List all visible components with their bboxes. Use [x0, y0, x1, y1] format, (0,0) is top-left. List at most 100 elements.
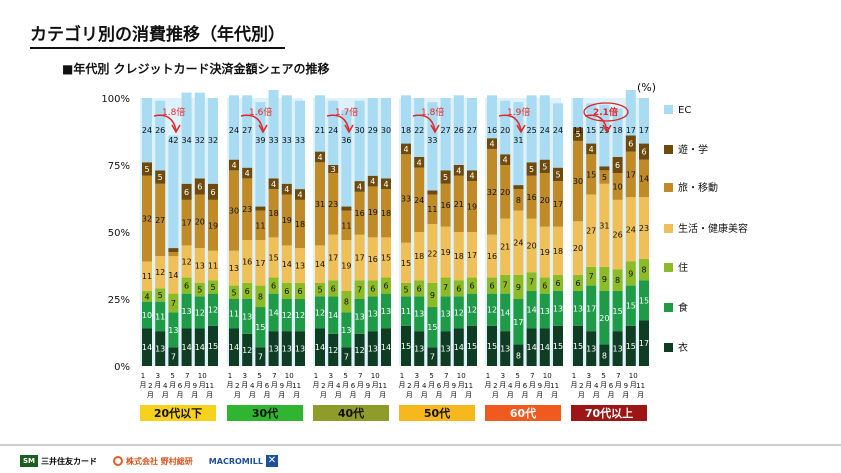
bar-segment: [539, 173, 550, 227]
data-label: 4: [456, 166, 461, 175]
data-label: 13: [553, 304, 563, 313]
bar-segment: [539, 95, 550, 160]
data-label: 6: [297, 287, 302, 296]
bar-segment: [242, 167, 253, 179]
data-label: 11: [142, 272, 152, 281]
bar-segment: [194, 194, 205, 249]
bar-segment: [586, 331, 597, 366]
bar-segment: [367, 280, 378, 297]
bar-segment: [255, 210, 266, 241]
data-label: 6: [542, 282, 547, 291]
data-label: 6: [489, 282, 494, 291]
data-label: 32: [195, 136, 205, 145]
legend-swatch: [664, 343, 673, 352]
data-label: 13: [500, 345, 510, 354]
age-group-label: 40代: [338, 406, 364, 420]
month-label: 11 月: [378, 382, 387, 399]
data-label: 6: [417, 284, 422, 293]
bar-segment: [281, 299, 292, 332]
bar-segment: [625, 197, 636, 262]
data-label: 17: [639, 339, 649, 348]
bar-segment: [181, 199, 192, 246]
data-label: 9: [628, 270, 633, 279]
bar-segment: [328, 234, 339, 281]
data-label: 24: [414, 196, 424, 205]
bar-segment: [526, 175, 537, 219]
data-label: 4: [417, 158, 422, 167]
bar-segment: [268, 178, 279, 190]
data-label: 13: [368, 345, 378, 354]
data-label: 33: [282, 136, 292, 145]
data-label: 24: [328, 126, 338, 135]
data-label: 14: [195, 343, 205, 352]
data-label: 4: [245, 169, 250, 178]
data-label: 5: [231, 288, 236, 297]
data-label: 14: [182, 343, 192, 352]
bar-segment: [381, 98, 391, 179]
data-label: 17: [626, 126, 636, 135]
bar-segment: [453, 165, 464, 176]
bar-segment: [242, 299, 253, 334]
bar-segment: [367, 296, 378, 332]
data-label: 16: [242, 257, 252, 266]
age-group-label: 20代以下: [154, 406, 202, 420]
data-label: 18: [414, 252, 424, 261]
data-label: 5: [317, 286, 322, 295]
bar-segment: [639, 258, 649, 281]
bar-segment: [255, 206, 266, 211]
annotation-arrowhead: [602, 124, 612, 134]
data-label: 23: [242, 205, 252, 214]
bar-segment: [194, 328, 205, 366]
data-label: 18: [553, 247, 563, 256]
chart-subtitle: ■年代別 クレジットカード決済金額シェアの推移: [62, 62, 330, 76]
data-label: 13: [414, 345, 424, 354]
bar-segment: [526, 328, 537, 366]
data-label: 26: [454, 126, 464, 135]
bar-segment: [328, 296, 339, 334]
legend-label: 遊・学: [678, 143, 708, 156]
bar-segment: [367, 237, 378, 281]
data-label: 18: [454, 252, 464, 261]
bar-segment: [513, 299, 524, 345]
bar-segment: [155, 183, 166, 257]
legend-label: 住: [678, 261, 688, 274]
bar-segment: [500, 331, 511, 366]
data-label: 15: [639, 296, 649, 305]
bar-segment: [208, 250, 218, 281]
bar-segment: [573, 325, 583, 366]
bar-segment: [142, 290, 152, 302]
y-tick-label: 75%: [108, 161, 130, 172]
data-label: 5: [158, 291, 163, 300]
bar-segment: [625, 261, 636, 286]
data-label: 22: [427, 249, 437, 258]
bar-segment: [599, 166, 610, 171]
age-group-box: [313, 405, 389, 421]
bar-segment: [295, 189, 305, 200]
bar-segment: [168, 248, 179, 253]
legend-swatch: [664, 303, 673, 312]
bar-segment: [181, 92, 192, 184]
data-label: 18: [381, 209, 391, 218]
bar-segment: [155, 256, 166, 289]
data-label: 6: [628, 140, 633, 149]
data-label: 17: [553, 200, 563, 209]
data-label: 11: [255, 221, 265, 230]
bar-segment: [142, 162, 152, 176]
bar-segment: [526, 290, 537, 329]
bar-segment: [208, 293, 218, 326]
data-label: 4: [503, 156, 508, 165]
bar-segment: [354, 191, 365, 235]
data-label: 13: [368, 310, 378, 319]
bar-segment: [381, 178, 391, 190]
bar-segment: [354, 181, 365, 192]
data-label: 4: [383, 180, 388, 189]
bar-segment: [341, 240, 352, 291]
unit-label: (%): [637, 81, 656, 94]
bar-segment: [255, 240, 266, 286]
data-label: 4: [297, 190, 302, 199]
